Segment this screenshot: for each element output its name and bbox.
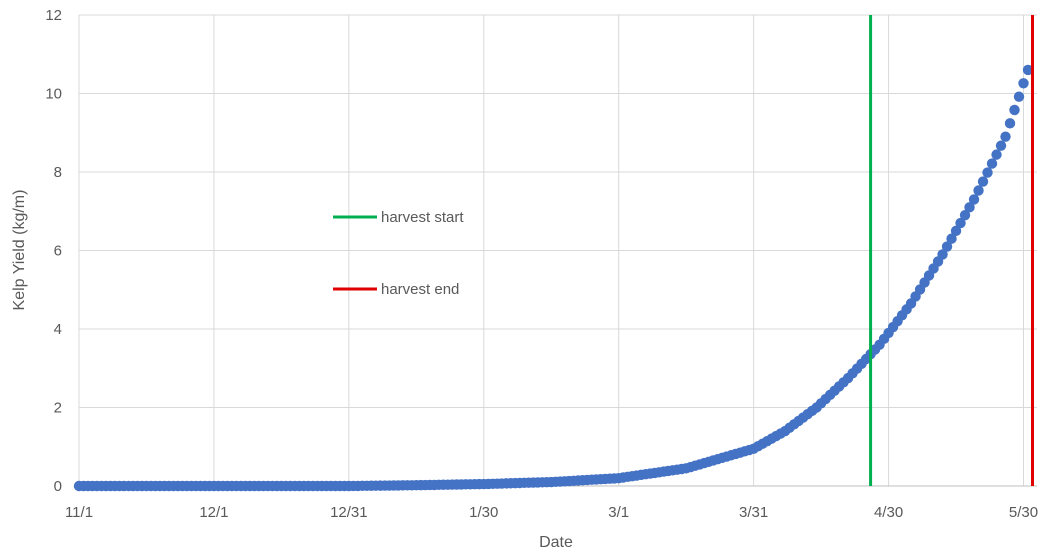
x-tick-label: 5/30	[1009, 504, 1038, 521]
x-tick-label: 12/1	[199, 504, 228, 521]
y-tick-labels: 0 2 4 6 8 10 12	[45, 7, 62, 495]
grid	[78, 14, 1037, 487]
legend: harvest start harvest end	[333, 209, 464, 298]
legend-label: harvest start	[381, 209, 464, 226]
data-point	[937, 249, 948, 260]
x-tick-label: 1/30	[469, 504, 498, 521]
data-point	[968, 194, 980, 205]
x-tick-label: 11/1	[65, 504, 93, 521]
y-tick-label: 12	[45, 7, 62, 24]
data-point	[950, 225, 962, 237]
x-tick-label: 4/30	[874, 504, 903, 521]
y-tick-label: 10	[45, 86, 62, 103]
y-tick-label: 4	[54, 321, 62, 338]
data-point	[964, 202, 975, 213]
data-point	[941, 241, 953, 252]
data-point	[977, 176, 989, 187]
x-tick-label: 3/31	[739, 504, 768, 521]
data-point	[1009, 104, 1020, 116]
x-tick-labels: 11/1 12/1 12/31 1/30 3/1 3/31 4/30 5/30	[65, 504, 1038, 521]
data-point	[1000, 131, 1011, 142]
y-tick-label: 6	[54, 243, 62, 260]
plot-area	[73, 64, 1034, 492]
data-point	[991, 149, 1002, 160]
data-point	[1013, 91, 1025, 102]
y-tick-label: 2	[54, 400, 62, 417]
y-tick-label: 0	[54, 478, 62, 495]
x-axis-title: Date	[539, 534, 573, 550]
legend-label: harvest end	[381, 281, 459, 298]
data-point	[1018, 78, 1029, 89]
data-point	[995, 140, 1007, 151]
data-point	[955, 217, 966, 229]
data-point	[959, 209, 971, 221]
data-point	[973, 185, 984, 196]
x-tick-label: 3/1	[608, 504, 629, 521]
y-tick-label: 8	[54, 164, 62, 181]
y-axis-title: Kelp Yield (kg/m)	[11, 190, 28, 311]
data-point	[986, 158, 998, 169]
x-tick-label: 12/31	[330, 504, 368, 521]
data-point	[982, 167, 993, 178]
data-point	[1022, 64, 1034, 76]
data-point	[946, 233, 957, 244]
reference-lines	[869, 15, 1035, 486]
data-point	[1004, 118, 1016, 129]
